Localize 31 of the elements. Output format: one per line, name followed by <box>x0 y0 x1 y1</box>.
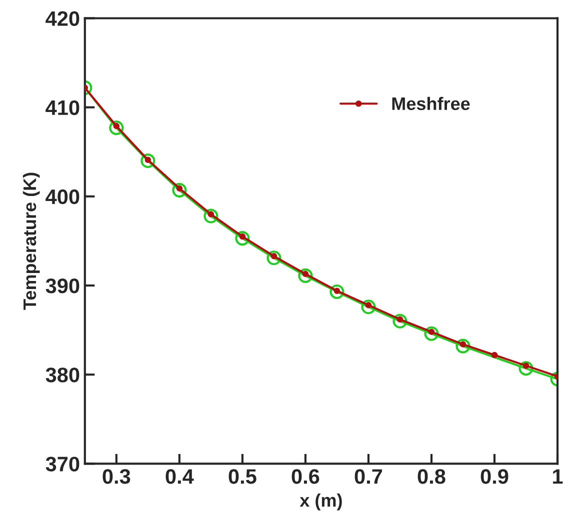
point <box>109 120 124 136</box>
x-tick-label: 0.4 <box>166 469 194 484</box>
point <box>204 208 218 224</box>
y-tick-label: 400 <box>46 189 80 204</box>
y-tick-label: 370 <box>46 456 80 472</box>
point <box>392 314 408 328</box>
point <box>172 182 187 198</box>
y-tick-label: 420 <box>46 11 80 26</box>
y-tick-label: 380 <box>46 368 80 382</box>
point <box>266 250 282 266</box>
point <box>361 300 376 314</box>
y-tick-label: 410 <box>46 100 80 116</box>
x-tick-label: 1 <box>553 469 563 484</box>
point <box>456 338 470 354</box>
x-tick-label: 0.6 <box>292 469 320 484</box>
y-tick-label: 390 <box>46 278 80 294</box>
point <box>424 326 439 341</box>
x-tick-label: 0.8 <box>418 469 446 484</box>
point <box>491 352 498 358</box>
point <box>140 153 156 168</box>
legend-label: Meshfree <box>392 96 470 110</box>
point <box>298 268 313 284</box>
x-tick-label: 0.5 <box>228 469 256 484</box>
y-axis-title: Temperature (K) <box>22 172 40 310</box>
point <box>330 284 344 300</box>
x-tick-label: 0.3 <box>102 469 130 484</box>
x-tick-label: 0.9 <box>480 469 508 484</box>
point <box>235 230 250 246</box>
point <box>518 361 534 376</box>
x-axis-title: x (m) <box>300 494 342 510</box>
x-tick-label: 0.7 <box>354 469 382 484</box>
